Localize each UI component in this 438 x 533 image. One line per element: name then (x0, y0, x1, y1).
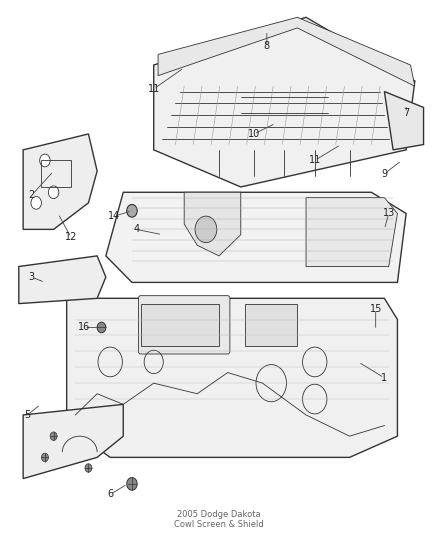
Text: 12: 12 (65, 232, 77, 243)
Circle shape (48, 186, 59, 199)
Circle shape (195, 216, 217, 243)
Circle shape (97, 322, 106, 333)
Polygon shape (23, 405, 123, 479)
Circle shape (42, 453, 48, 462)
Polygon shape (154, 17, 415, 187)
Polygon shape (158, 17, 415, 86)
Polygon shape (184, 192, 241, 256)
Text: 13: 13 (383, 208, 395, 219)
Text: 3: 3 (29, 272, 35, 282)
Text: 11: 11 (309, 156, 321, 165)
Text: 4: 4 (133, 224, 139, 235)
Circle shape (85, 464, 92, 472)
Text: 2: 2 (29, 190, 35, 200)
Polygon shape (245, 304, 297, 346)
Text: 7: 7 (403, 108, 409, 118)
Circle shape (31, 197, 42, 209)
Text: 11: 11 (148, 84, 160, 94)
Polygon shape (106, 192, 406, 282)
Circle shape (50, 432, 57, 440)
Polygon shape (19, 256, 106, 304)
Text: 9: 9 (381, 169, 388, 179)
Circle shape (40, 154, 50, 167)
Text: 2005 Dodge Dakota
Cowl Screen & Shield: 2005 Dodge Dakota Cowl Screen & Shield (174, 510, 264, 529)
Text: 14: 14 (109, 211, 121, 221)
Polygon shape (23, 134, 97, 229)
FancyBboxPatch shape (138, 296, 230, 354)
Text: 10: 10 (248, 129, 260, 139)
Polygon shape (67, 298, 397, 457)
Text: 8: 8 (264, 42, 270, 52)
Text: 16: 16 (78, 322, 90, 333)
Polygon shape (306, 198, 397, 266)
Circle shape (127, 205, 137, 217)
Polygon shape (141, 304, 219, 346)
Text: 5: 5 (25, 410, 31, 420)
Text: 6: 6 (107, 489, 113, 499)
Polygon shape (385, 92, 424, 150)
Text: 15: 15 (370, 304, 382, 314)
Text: 1: 1 (381, 373, 388, 383)
Circle shape (127, 478, 137, 490)
